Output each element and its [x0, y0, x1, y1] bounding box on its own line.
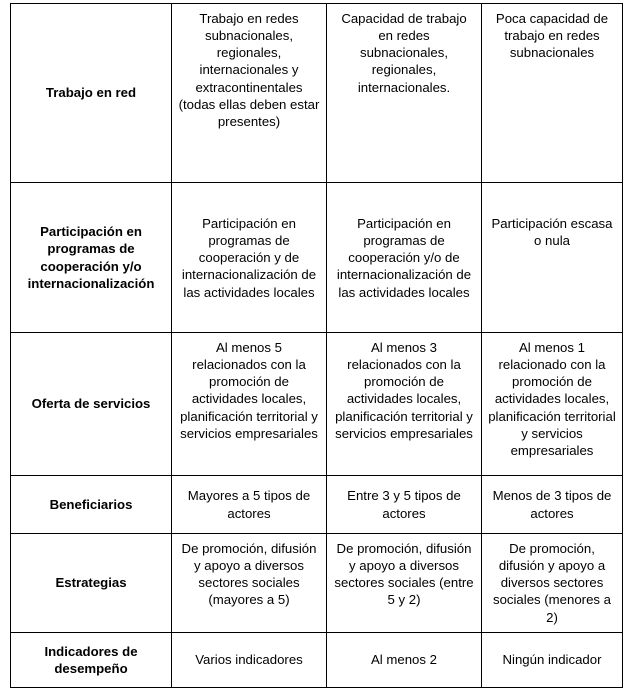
row-label-beneficiarios: Beneficiarios: [10, 475, 172, 534]
criteria-comparison-table: Trabajo en red Trabajo en redes subnacio…: [10, 3, 623, 688]
table-row: Beneficiarios Mayores a 5 tipos de actor…: [10, 475, 623, 534]
row-label-participacion-programas: Participación en programas de cooperació…: [10, 182, 172, 333]
table-row: Participación en programas de cooperació…: [10, 182, 623, 333]
row-label-indicadores-de-desempeno: Indicadores de desempeño: [10, 632, 172, 688]
cell-estrategias-high: De promoción, difusión y apoyo a diverso…: [171, 533, 327, 633]
criteria-table-container: Trabajo en red Trabajo en redes subnacio…: [10, 3, 623, 688]
cell-participacion-programas-low: Participación escasa o nula: [481, 182, 623, 333]
table-row: Oferta de servicios Al menos 5 relaciona…: [10, 332, 623, 476]
cell-beneficiarios-mid: Entre 3 y 5 tipos de actores: [326, 475, 482, 534]
cell-trabajo-en-red-mid: Capacidad de trabajo en redes subnaciona…: [326, 3, 482, 183]
table-row: Trabajo en red Trabajo en redes subnacio…: [10, 3, 623, 183]
cell-beneficiarios-high: Mayores a 5 tipos de actores: [171, 475, 327, 534]
cell-oferta-de-servicios-high: Al menos 5 relacionados con la promoción…: [171, 332, 327, 476]
cell-participacion-programas-mid: Participación en programas de cooperació…: [326, 182, 482, 333]
cell-indicadores-de-desempeno-high: Varios indicadores: [171, 632, 327, 688]
cell-beneficiarios-low: Menos de 3 tipos de actores: [481, 475, 623, 534]
cell-trabajo-en-red-high: Trabajo en redes subnacionales, regional…: [171, 3, 327, 183]
cell-estrategias-mid: De promoción, difusión y apoyo a diverso…: [326, 533, 482, 633]
cell-estrategias-low: De promoción, difusión y apoyo a diverso…: [481, 533, 623, 633]
row-label-trabajo-en-red: Trabajo en red: [10, 3, 172, 183]
cell-trabajo-en-red-low: Poca capacidad de trabajo en redes subna…: [481, 3, 623, 183]
row-label-oferta-de-servicios: Oferta de servicios: [10, 332, 172, 476]
table-row: Indicadores de desempeño Varios indicado…: [10, 632, 623, 688]
row-label-estrategias: Estrategias: [10, 533, 172, 633]
cell-indicadores-de-desempeno-mid: Al menos 2: [326, 632, 482, 688]
cell-indicadores-de-desempeno-low: Ningún indicador: [481, 632, 623, 688]
table-row: Estrategias De promoción, difusión y apo…: [10, 533, 623, 633]
cell-participacion-programas-high: Participación en programas de cooperació…: [171, 182, 327, 333]
cell-oferta-de-servicios-mid: Al menos 3 relacionados con la promoción…: [326, 332, 482, 476]
table-body: Trabajo en red Trabajo en redes subnacio…: [10, 3, 623, 688]
cell-oferta-de-servicios-low: Al menos 1 relacionado con la promoción …: [481, 332, 623, 476]
